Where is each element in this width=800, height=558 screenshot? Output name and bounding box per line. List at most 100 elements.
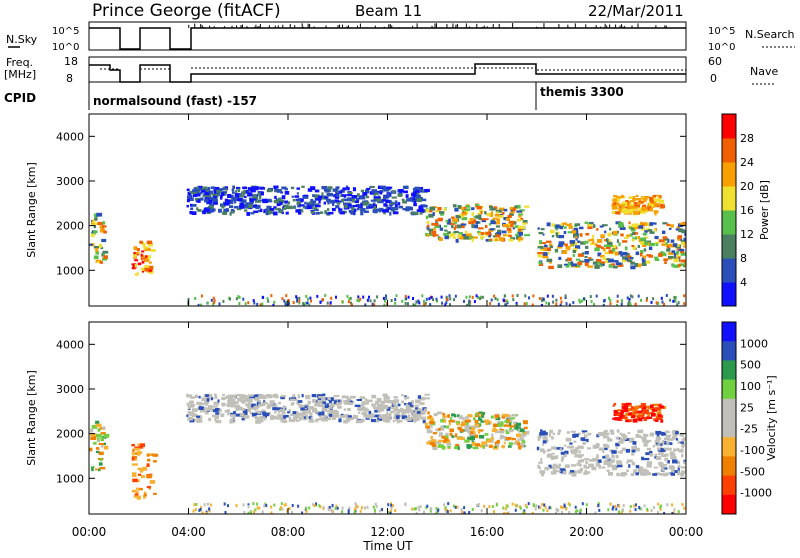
echo-cell: [389, 405, 394, 410]
echo-cell: [603, 430, 607, 435]
echo-cell: [449, 509, 452, 513]
echo-cell: [602, 299, 605, 303]
echo-cell: [675, 431, 679, 435]
echo-cell: [93, 225, 97, 229]
echo-cell: [242, 503, 245, 507]
echo-cell: [190, 207, 194, 211]
echo-cell: [490, 298, 493, 302]
echo-cell: [637, 410, 643, 414]
echo-cell: [569, 472, 573, 475]
echo-cell: [205, 403, 208, 406]
echo-cell: [227, 504, 229, 508]
echo-cell: [131, 489, 137, 493]
echo-cell: [202, 211, 206, 215]
echo-cell: [263, 209, 266, 214]
echo-cell: [657, 502, 660, 506]
echo-cell: [556, 509, 559, 513]
echo-cell: [425, 422, 428, 427]
echo-cell: [366, 187, 371, 190]
echo-cell: [612, 198, 618, 202]
echo-cell: [584, 469, 587, 474]
echo-cell: [405, 396, 410, 400]
echo-cell: [311, 200, 315, 205]
echo-cell: [206, 301, 209, 305]
echo-cell: [655, 241, 660, 244]
echo-cell: [93, 213, 99, 218]
echo-cell: [523, 420, 528, 425]
echo-cell: [483, 504, 486, 508]
echo-cell: [619, 438, 625, 442]
echo-cell: [389, 511, 392, 514]
echo-cell: [363, 201, 370, 205]
echo-cell: [395, 415, 400, 419]
echo-cell: [282, 405, 287, 408]
echo-cell: [186, 195, 192, 199]
echo-cell: [528, 296, 530, 300]
echo-cell: [555, 447, 561, 450]
echo-cell: [491, 429, 497, 433]
colorbar-tick-label: 24: [740, 156, 754, 169]
nsky-spikes: [188, 23, 667, 28]
echo-cell: [564, 450, 569, 455]
echo-cell: [471, 212, 474, 216]
echo-cell: [521, 440, 526, 444]
echo-cell: [643, 406, 647, 409]
echo-cell: [311, 207, 318, 210]
echo-cell: [237, 198, 243, 202]
echo-cell: [328, 400, 332, 404]
time-tick-label: 12:00: [370, 525, 405, 539]
echo-cell: [278, 197, 282, 201]
echo-cell: [310, 299, 313, 303]
echo-cell: [520, 443, 525, 446]
y-tick-label: 4000: [56, 130, 84, 143]
echo-cell: [516, 204, 521, 209]
echo-cell: [412, 197, 416, 200]
echo-cell: [605, 245, 611, 250]
echo-cell: [314, 418, 319, 423]
echo-cell: [150, 249, 156, 252]
echo-cell: [628, 221, 631, 225]
time-tick-label: 20:00: [569, 525, 604, 539]
echo-cell: [654, 256, 659, 260]
echo-cell: [541, 472, 545, 477]
echo-cell: [539, 240, 542, 245]
echo-cell: [134, 447, 141, 451]
echo-cell: [552, 432, 555, 436]
echo-cell: [669, 453, 676, 457]
echo-cell: [243, 203, 249, 207]
echo-cell: [677, 301, 680, 305]
echo-cell: [282, 207, 287, 210]
echo-cell: [646, 461, 653, 465]
echo-cell: [99, 225, 103, 229]
echo-cell: [626, 296, 629, 300]
echo-cell: [503, 511, 506, 514]
echo-cell: [304, 301, 307, 305]
echo-cell: [642, 223, 645, 227]
echo-cell: [654, 453, 657, 458]
echo-cell: [375, 505, 378, 508]
echo-cell: [456, 423, 460, 426]
echo-cell: [341, 510, 344, 514]
echo-cell: [537, 227, 540, 230]
echo-cell: [247, 511, 250, 514]
echo-cell: [523, 511, 526, 514]
echo-cell: [546, 294, 549, 298]
echo-cell: [651, 202, 657, 205]
echo-cell: [480, 211, 483, 215]
echo-cell: [363, 408, 369, 412]
echo-cell: [644, 241, 649, 246]
echo-cell: [402, 200, 407, 204]
echo-cell: [376, 404, 383, 408]
echo-cell: [286, 205, 293, 210]
echo-cell: [565, 259, 568, 262]
echo-cell: [681, 438, 685, 442]
echo-cell: [212, 296, 215, 300]
echo-cell: [592, 261, 598, 265]
echo-cell: [202, 186, 208, 190]
echo-cell: [645, 470, 649, 474]
echo-cell: [631, 453, 635, 456]
echo-cell: [208, 187, 211, 191]
echo-cell: [331, 412, 337, 415]
echo-cell: [609, 244, 614, 248]
echo-cell: [302, 417, 308, 421]
